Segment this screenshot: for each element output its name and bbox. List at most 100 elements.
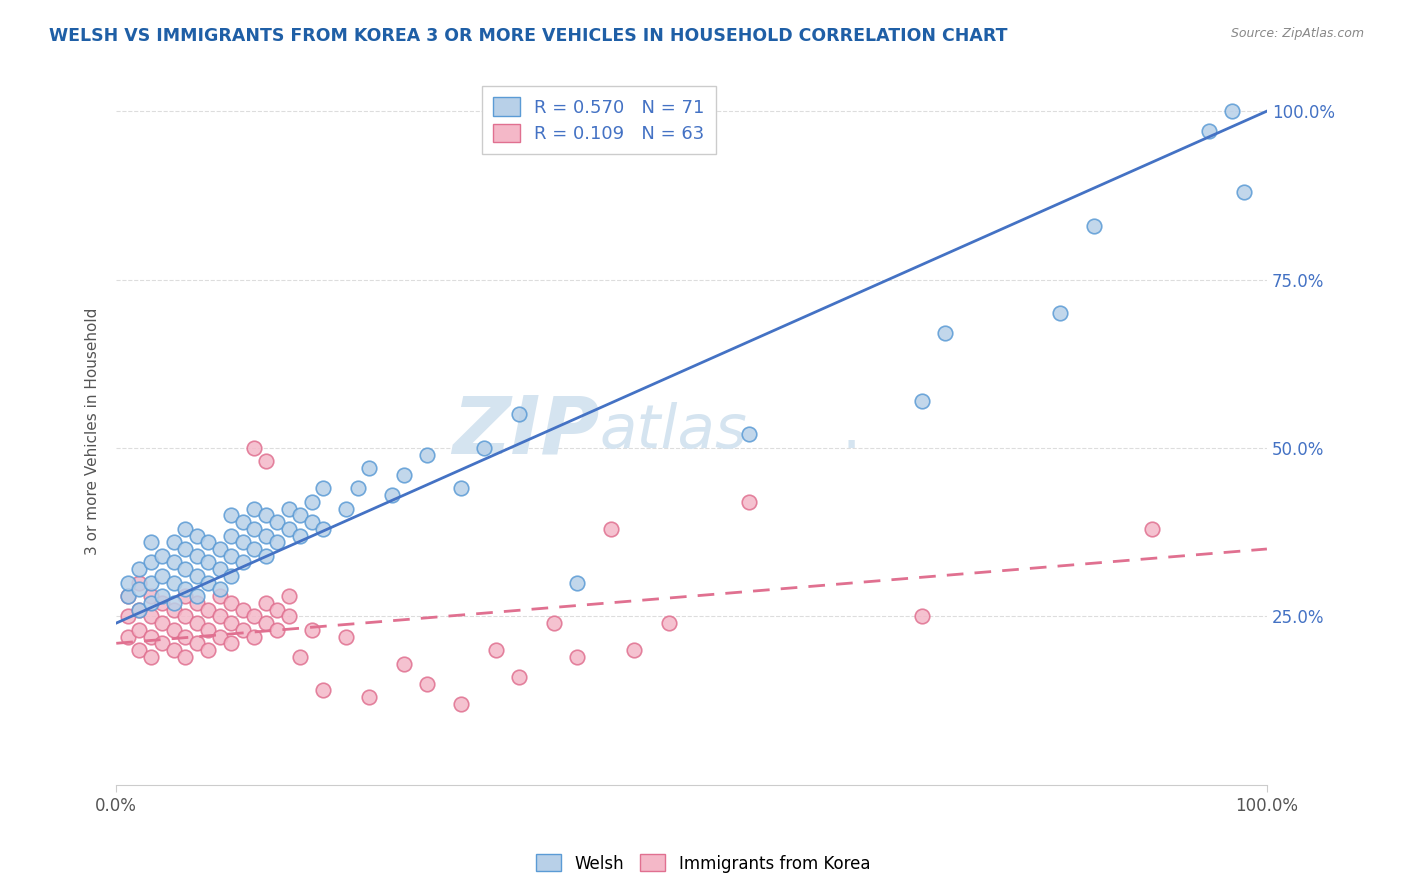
- Point: [232, 556, 254, 570]
- Point: [174, 609, 197, 624]
- Point: [508, 670, 530, 684]
- Point: [508, 407, 530, 421]
- Point: [254, 454, 277, 468]
- Point: [197, 643, 219, 657]
- Point: [128, 562, 150, 576]
- Point: [208, 541, 231, 556]
- Point: [139, 535, 162, 549]
- Point: [565, 575, 588, 590]
- Point: [163, 575, 186, 590]
- Point: [174, 630, 197, 644]
- Point: [277, 501, 299, 516]
- Point: [174, 589, 197, 603]
- Point: [485, 643, 508, 657]
- Point: [186, 616, 208, 631]
- Point: [186, 636, 208, 650]
- Y-axis label: 3 or more Vehicles in Household: 3 or more Vehicles in Household: [86, 308, 100, 555]
- Point: [335, 630, 357, 644]
- Point: [392, 467, 415, 482]
- Text: ZIP: ZIP: [453, 392, 599, 470]
- Point: [738, 495, 761, 509]
- Point: [150, 616, 173, 631]
- Point: [277, 522, 299, 536]
- Point: [335, 501, 357, 516]
- Point: [254, 616, 277, 631]
- Point: [128, 602, 150, 616]
- Point: [416, 676, 439, 690]
- Point: [197, 556, 219, 570]
- Point: [243, 441, 266, 455]
- Point: [600, 522, 623, 536]
- Point: [208, 589, 231, 603]
- Legend: Welsh, Immigrants from Korea: Welsh, Immigrants from Korea: [529, 847, 877, 880]
- Point: [139, 649, 162, 664]
- Point: [186, 589, 208, 603]
- Point: [911, 393, 934, 408]
- Point: [565, 649, 588, 664]
- Point: [163, 556, 186, 570]
- Point: [738, 427, 761, 442]
- Point: [197, 602, 219, 616]
- Point: [381, 488, 404, 502]
- Point: [128, 643, 150, 657]
- Point: [128, 623, 150, 637]
- Point: [359, 461, 381, 475]
- Point: [232, 535, 254, 549]
- Point: [290, 649, 312, 664]
- Point: [163, 535, 186, 549]
- Point: [277, 609, 299, 624]
- Point: [150, 569, 173, 583]
- Point: [658, 616, 681, 631]
- Point: [290, 528, 312, 542]
- Point: [1222, 104, 1244, 119]
- Point: [174, 541, 197, 556]
- Point: [911, 609, 934, 624]
- Point: [254, 596, 277, 610]
- Point: [150, 549, 173, 563]
- Point: [312, 683, 335, 698]
- Point: [266, 535, 288, 549]
- Point: [474, 441, 496, 455]
- Point: [543, 616, 565, 631]
- Point: [1140, 522, 1163, 536]
- Point: [1233, 185, 1256, 199]
- Point: [221, 549, 243, 563]
- Point: [301, 495, 323, 509]
- Point: [117, 630, 139, 644]
- Point: [117, 575, 139, 590]
- Point: [266, 623, 288, 637]
- Point: [117, 609, 139, 624]
- Point: [1049, 306, 1071, 320]
- Point: [301, 623, 323, 637]
- Point: [174, 582, 197, 597]
- Point: [197, 575, 219, 590]
- Text: atlas: atlas: [599, 401, 748, 460]
- Point: [163, 596, 186, 610]
- Point: [117, 589, 139, 603]
- Point: [243, 501, 266, 516]
- Point: [139, 575, 162, 590]
- Point: [197, 623, 219, 637]
- Point: [221, 616, 243, 631]
- Point: [1198, 124, 1220, 138]
- Point: [174, 649, 197, 664]
- Point: [232, 515, 254, 529]
- Point: [139, 589, 162, 603]
- Point: [208, 630, 231, 644]
- Point: [266, 515, 288, 529]
- Point: [934, 326, 956, 341]
- Point: [416, 448, 439, 462]
- Point: [186, 596, 208, 610]
- Point: [139, 556, 162, 570]
- Point: [163, 623, 186, 637]
- Point: [150, 636, 173, 650]
- Point: [243, 630, 266, 644]
- Point: [290, 508, 312, 523]
- Point: [197, 535, 219, 549]
- Point: [450, 481, 472, 495]
- Point: [221, 508, 243, 523]
- Point: [266, 602, 288, 616]
- Point: [277, 589, 299, 603]
- Point: [232, 602, 254, 616]
- Point: [1083, 219, 1105, 233]
